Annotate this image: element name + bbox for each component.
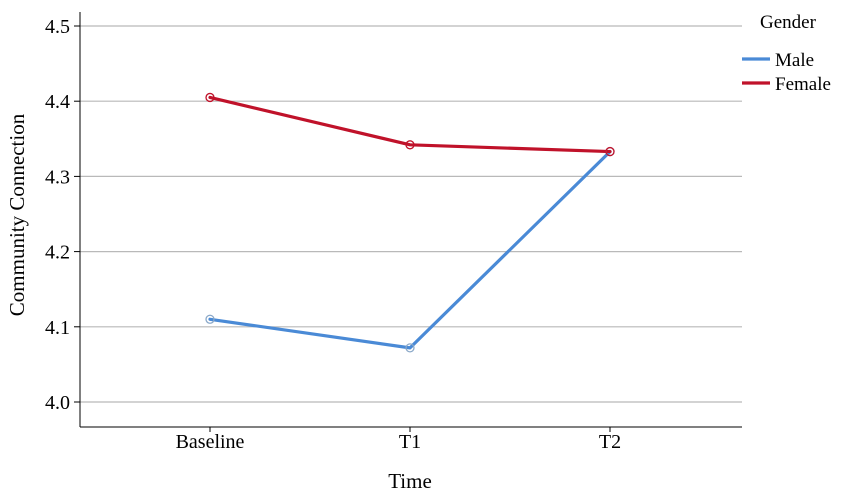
data-point-male (205, 314, 215, 324)
x-tick-label: Baseline (176, 431, 245, 453)
data-point-female (405, 140, 415, 150)
legend: Gender Male Female (742, 12, 831, 95)
series-line-male (208, 149, 612, 350)
series-points (205, 92, 615, 353)
data-point-female (605, 146, 615, 157)
axes (74, 12, 742, 432)
data-point-female (205, 92, 215, 103)
legend-label-female: Female (775, 74, 831, 95)
legend-title: Gender (760, 12, 817, 33)
gridlines (80, 25, 742, 403)
y-tick-label: 4.5 (45, 16, 70, 38)
y-tick-label: 4.1 (45, 317, 70, 339)
series-line-female (208, 95, 612, 154)
legend-label-male: Male (775, 50, 814, 71)
x-axis-title: Time (388, 469, 432, 493)
y-tick-label: 4.0 (45, 392, 70, 414)
y-tick-label: 4.2 (45, 242, 70, 264)
y-tick-labels: 4.0 4.1 4.2 4.3 4.4 4.5 (45, 16, 70, 414)
y-axis-title: Community Connection (5, 113, 29, 316)
x-tick-labels: Baseline T1 T2 (176, 431, 622, 453)
series-lines (208, 95, 612, 350)
y-tick-label: 4.4 (45, 91, 70, 113)
y-tick-label: 4.3 (45, 166, 70, 188)
data-point-male (405, 343, 415, 353)
x-tick-label: T1 (399, 431, 421, 453)
x-tick-label: T2 (599, 431, 621, 453)
